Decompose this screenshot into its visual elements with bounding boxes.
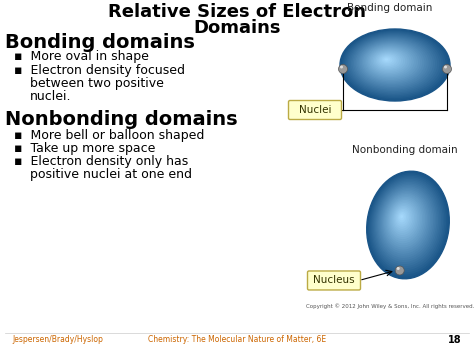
Text: Nonbonding domains: Nonbonding domains xyxy=(5,110,237,129)
Ellipse shape xyxy=(354,38,431,88)
Ellipse shape xyxy=(395,266,404,275)
Text: Bonding domain: Bonding domain xyxy=(347,3,433,13)
Ellipse shape xyxy=(384,194,425,247)
Ellipse shape xyxy=(360,42,422,83)
Ellipse shape xyxy=(383,57,391,62)
Text: Nuclei: Nuclei xyxy=(299,105,331,115)
Text: ▪  More bell or balloon shaped: ▪ More bell or balloon shaped xyxy=(14,129,204,142)
Ellipse shape xyxy=(340,66,343,69)
Ellipse shape xyxy=(379,54,397,66)
Text: ▪  Electron density focused: ▪ Electron density focused xyxy=(14,64,185,77)
Ellipse shape xyxy=(349,35,437,93)
Ellipse shape xyxy=(366,46,414,77)
Ellipse shape xyxy=(388,198,420,241)
Ellipse shape xyxy=(368,47,412,76)
Ellipse shape xyxy=(343,31,446,98)
Ellipse shape xyxy=(377,53,399,67)
Text: ▪  Electron density only has: ▪ Electron density only has xyxy=(14,155,188,168)
Text: Bonding domains: Bonding domains xyxy=(5,33,195,52)
Ellipse shape xyxy=(368,173,448,277)
Text: Copyright © 2012 John Wiley & Sons, Inc. All rights reserved.: Copyright © 2012 John Wiley & Sons, Inc.… xyxy=(306,303,474,308)
Ellipse shape xyxy=(444,66,447,69)
Text: Nucleus: Nucleus xyxy=(313,275,355,285)
Ellipse shape xyxy=(394,207,411,229)
Ellipse shape xyxy=(373,50,405,72)
Ellipse shape xyxy=(386,197,422,244)
Text: ▪  Take up more space: ▪ Take up more space xyxy=(14,142,155,155)
Ellipse shape xyxy=(383,192,427,250)
Text: Relative Sizes of Electron: Relative Sizes of Electron xyxy=(108,3,366,21)
FancyBboxPatch shape xyxy=(289,100,341,120)
Ellipse shape xyxy=(375,52,401,69)
Ellipse shape xyxy=(358,41,425,84)
Ellipse shape xyxy=(375,182,438,264)
Ellipse shape xyxy=(362,43,420,82)
Ellipse shape xyxy=(391,203,416,235)
Ellipse shape xyxy=(398,212,406,223)
Ellipse shape xyxy=(351,36,435,91)
Ellipse shape xyxy=(377,185,435,260)
Ellipse shape xyxy=(380,188,432,256)
Ellipse shape xyxy=(385,195,424,246)
Ellipse shape xyxy=(342,30,448,100)
Ellipse shape xyxy=(357,40,427,86)
Ellipse shape xyxy=(367,171,449,279)
Ellipse shape xyxy=(340,29,450,101)
Ellipse shape xyxy=(369,174,446,275)
Ellipse shape xyxy=(380,55,395,65)
Ellipse shape xyxy=(389,200,419,239)
Ellipse shape xyxy=(346,33,441,95)
Ellipse shape xyxy=(378,186,433,258)
Text: Nonbonding domain: Nonbonding domain xyxy=(352,145,458,155)
Ellipse shape xyxy=(443,65,452,73)
Ellipse shape xyxy=(382,191,428,252)
Ellipse shape xyxy=(385,58,388,61)
Ellipse shape xyxy=(374,180,440,266)
Ellipse shape xyxy=(376,183,437,262)
Ellipse shape xyxy=(345,32,444,97)
Text: nuclei.: nuclei. xyxy=(30,90,72,103)
Ellipse shape xyxy=(396,209,410,227)
Text: ▪  More oval in shape: ▪ More oval in shape xyxy=(14,50,149,63)
Ellipse shape xyxy=(356,39,429,87)
Ellipse shape xyxy=(371,177,443,271)
Text: Jespersen/Brady/Hyslop: Jespersen/Brady/Hyslop xyxy=(12,335,103,344)
Ellipse shape xyxy=(374,51,403,70)
Ellipse shape xyxy=(390,201,418,237)
Ellipse shape xyxy=(382,56,392,64)
Ellipse shape xyxy=(338,65,347,73)
Text: positive nuclei at one end: positive nuclei at one end xyxy=(30,168,192,181)
Ellipse shape xyxy=(352,37,433,90)
Ellipse shape xyxy=(392,204,414,233)
Ellipse shape xyxy=(381,189,430,254)
Ellipse shape xyxy=(363,44,418,80)
Ellipse shape xyxy=(369,48,410,75)
Ellipse shape xyxy=(393,206,412,231)
Ellipse shape xyxy=(399,213,405,220)
Text: Chemistry: The Molecular Nature of Matter, 6E: Chemistry: The Molecular Nature of Matte… xyxy=(148,335,326,344)
Text: 18: 18 xyxy=(448,335,462,345)
Ellipse shape xyxy=(348,34,439,94)
Ellipse shape xyxy=(397,267,400,270)
Ellipse shape xyxy=(370,176,445,273)
Ellipse shape xyxy=(400,215,403,218)
FancyBboxPatch shape xyxy=(308,271,361,290)
Text: between two positive: between two positive xyxy=(30,77,164,90)
Ellipse shape xyxy=(365,45,416,79)
Ellipse shape xyxy=(397,211,408,225)
Ellipse shape xyxy=(371,49,408,73)
Text: Domains: Domains xyxy=(193,19,281,37)
Ellipse shape xyxy=(373,179,441,268)
